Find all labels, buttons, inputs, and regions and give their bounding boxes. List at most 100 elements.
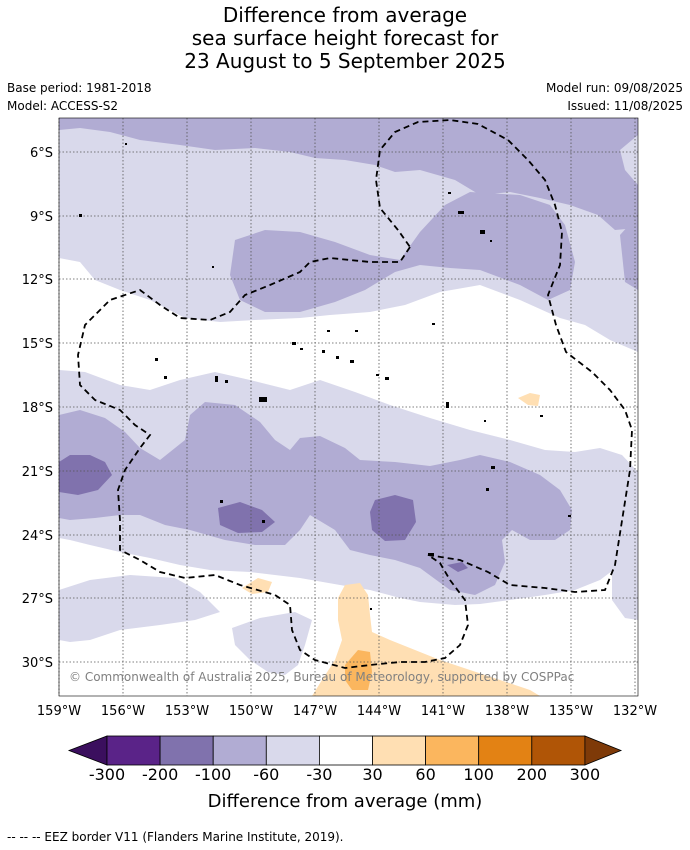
colorbar-tick-label: 300	[569, 765, 601, 784]
latitude-label: 18°S	[22, 401, 53, 416]
title-line-3: 23 August to 5 September 2025	[184, 49, 506, 73]
eez-legend-note: -- -- -- EEZ border V11 (Flanders Marine…	[7, 830, 344, 844]
colorbar-segment	[212, 735, 267, 766]
island	[292, 342, 296, 345]
island	[350, 360, 354, 363]
island	[322, 350, 325, 353]
longitude-label: 132°W	[613, 704, 657, 719]
contour-light-purple-southwest	[59, 575, 220, 642]
latitude-label: 6°S	[30, 146, 53, 161]
island	[480, 230, 485, 234]
island	[336, 356, 339, 359]
colorbar-tick-label: -60	[253, 765, 280, 784]
contour-orange-south	[345, 650, 372, 690]
island	[540, 415, 543, 417]
island	[490, 240, 492, 242]
latitude-label: 12°S	[22, 273, 53, 288]
island	[376, 374, 379, 376]
island	[300, 348, 303, 350]
longitude-label: 138°W	[485, 704, 529, 719]
latitude-label: 27°S	[22, 592, 53, 607]
island	[79, 214, 82, 217]
colorbar-segment	[478, 735, 533, 766]
contour-light-orange-small-1	[242, 578, 272, 594]
contour-dark-purple-central	[218, 502, 275, 533]
model-name: Model: ACCESS-S2	[7, 99, 119, 113]
island	[220, 500, 223, 503]
colorbar-title: Difference from average (mm)	[207, 791, 483, 812]
longitude-label: 141°W	[421, 704, 465, 719]
colorbar-tick-label: -30	[306, 765, 333, 784]
island	[458, 211, 464, 214]
island	[432, 323, 435, 325]
colorbar-segment	[531, 735, 586, 766]
colorbar-tick-label: -300	[88, 765, 126, 784]
island	[385, 377, 389, 380]
colorbar-tick-label: -200	[141, 765, 179, 784]
latitude-label: 24°S	[22, 529, 53, 544]
contour-light-purple-east-patch	[612, 548, 638, 620]
island	[164, 376, 167, 379]
island	[215, 376, 218, 382]
issued-date: Issued: 11/08/2025	[567, 99, 683, 113]
island	[262, 520, 265, 523]
colorbar-segment	[106, 735, 161, 766]
island	[212, 266, 214, 268]
island	[370, 608, 372, 610]
longitude-label: 159°W	[37, 704, 81, 719]
longitude-label: 150°W	[229, 704, 273, 719]
colorbar	[67, 735, 623, 766]
colorbar-over-arrow	[584, 735, 623, 766]
longitude-label: 147°W	[293, 704, 337, 719]
longitude-label: 144°W	[357, 704, 401, 719]
map-title: Difference from average sea surface heig…	[0, 4, 690, 73]
longitude-label: 156°W	[101, 704, 145, 719]
colorbar-under-arrow	[67, 735, 108, 766]
colorbar-segment	[265, 735, 320, 766]
colorbar-tick-label: 200	[516, 765, 548, 784]
island	[259, 397, 267, 402]
contour-dark-purple-east	[370, 495, 416, 541]
island	[125, 143, 127, 145]
contour-fills	[59, 118, 638, 696]
island	[355, 330, 358, 332]
island	[155, 358, 158, 361]
contour-medium-purple-south	[59, 402, 572, 595]
model-run-date: Model run: 09/08/2025	[545, 81, 683, 95]
colorbar-segment	[159, 735, 214, 766]
title-line-2: sea surface height forecast for	[191, 26, 499, 50]
colorbar-tick-label: -100	[195, 765, 232, 784]
colorbar-tick-label: 100	[463, 765, 494, 784]
contour-medium-purple-north-blob	[230, 192, 575, 312]
contour-dark-purple-west	[59, 455, 112, 495]
island	[225, 380, 228, 383]
latitude-labels: 6°S 9°S 12°S 15°S 18°S 21°S 24°S 27°S 30°S	[22, 146, 53, 671]
copyright-text: © Commonwealth of Australia 2025, Bureau…	[69, 670, 574, 684]
island	[484, 420, 486, 422]
colorbar-tick-label: 60	[415, 765, 436, 784]
island	[568, 515, 571, 517]
island	[486, 488, 489, 491]
model-info: Base period: 1981-2018 Model: ACCESS-S2	[7, 79, 152, 115]
latitude-label: 21°S	[22, 465, 53, 480]
latitude-label: 9°S	[30, 210, 53, 225]
longitude-labels: 159°W 156°W 153°W 150°W 147°W 144°W 141°W 138°W…	[37, 704, 657, 719]
island	[446, 402, 449, 408]
title-line-1: Difference from average	[222, 3, 468, 27]
run-info: Model run: 09/08/2025 Issued: 11/08/2025	[546, 79, 683, 115]
colorbar-segment	[425, 735, 480, 766]
colorbar-segment	[372, 735, 426, 766]
colorbar-tick-label: 30	[362, 765, 383, 784]
island	[327, 330, 330, 332]
colorbar-segment	[318, 735, 373, 766]
map-frame	[58, 117, 639, 697]
colorbar-tick-labels: -300 -200 -100 -60 -30 30 60 100 200 300	[0, 765, 690, 787]
contour-light-orange-small-2	[518, 393, 540, 406]
latitude-label: 30°S	[22, 656, 53, 671]
island	[448, 192, 451, 194]
island	[491, 466, 495, 469]
latitude-label: 15°S	[22, 337, 53, 352]
longitude-label: 135°W	[549, 704, 593, 719]
contour-medium-purple-east-strip	[620, 215, 638, 290]
